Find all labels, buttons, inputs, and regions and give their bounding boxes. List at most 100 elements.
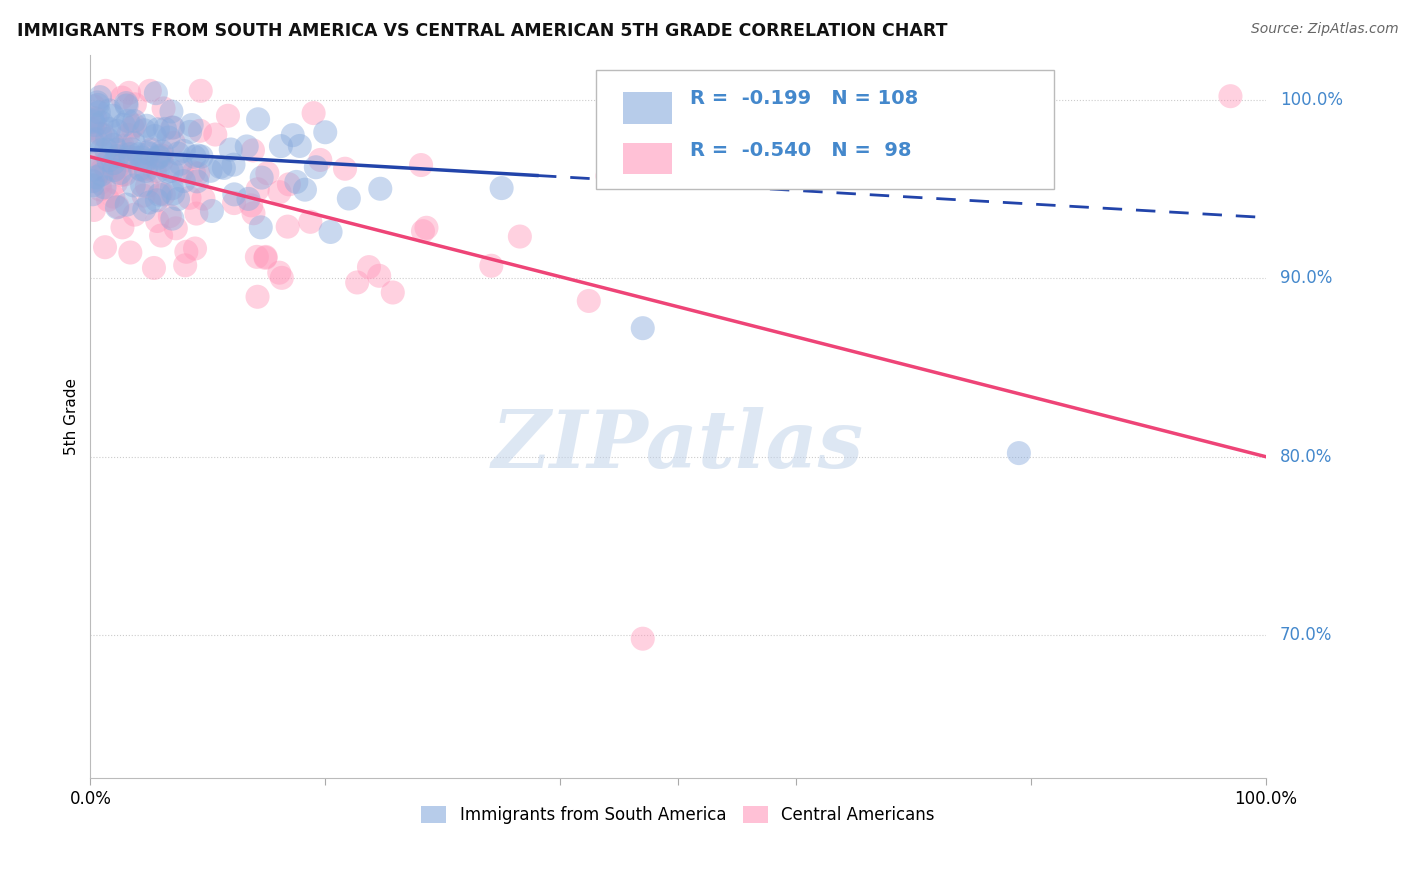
Point [117, 113, 139, 128]
Point [201, 204, 224, 219]
Point [145, 86, 167, 100]
Point [309, 153, 332, 167]
Point [288, 139, 311, 153]
Point [122, 136, 145, 150]
Point [111, 138, 134, 153]
Point [101, 109, 124, 123]
Point [270, 270, 292, 285]
Point [249, 220, 271, 235]
Point [163, 136, 186, 150]
Point [136, 179, 159, 194]
Point [135, 164, 157, 178]
Point [107, 149, 129, 163]
Text: 80.0%: 80.0% [1279, 448, 1333, 466]
Point [631, 632, 654, 646]
Point [91, 156, 114, 170]
Point [143, 260, 166, 275]
Point [150, 148, 173, 162]
Point [149, 186, 172, 201]
Point [314, 125, 336, 139]
Point [129, 161, 152, 176]
Text: R =  -0.199   N = 108: R = -0.199 N = 108 [690, 89, 918, 108]
Point [114, 153, 136, 167]
Point [114, 168, 136, 182]
Point [90, 163, 112, 178]
Point [122, 178, 145, 193]
Point [120, 147, 142, 161]
Point [83, 153, 105, 167]
Point [94, 143, 117, 157]
Point [124, 97, 146, 112]
Point [98, 122, 121, 136]
Point [285, 175, 308, 189]
Point [82, 135, 104, 149]
Point [146, 151, 169, 165]
Point [319, 225, 342, 239]
Point [183, 150, 205, 164]
Point [246, 250, 269, 264]
Point [269, 185, 291, 199]
Point [479, 259, 502, 273]
Point [105, 200, 128, 214]
Point [134, 202, 156, 217]
Point [141, 143, 163, 157]
Point [150, 145, 173, 159]
Point [148, 149, 170, 163]
Point [246, 290, 269, 304]
Point [115, 197, 138, 211]
Point [120, 245, 142, 260]
Point [82, 115, 104, 129]
Point [186, 174, 208, 188]
Point [84, 170, 107, 185]
Point [121, 120, 143, 135]
Point [186, 206, 208, 220]
Point [246, 182, 269, 196]
Point [103, 156, 125, 170]
Point [217, 109, 239, 123]
Point [138, 195, 160, 210]
Point [128, 147, 150, 161]
Point [150, 228, 173, 243]
Point [187, 167, 209, 181]
Point [160, 104, 183, 119]
Point [188, 124, 211, 138]
Point [89, 176, 111, 190]
Point [174, 258, 197, 272]
Text: IMMIGRANTS FROM SOUTH AMERICA VS CENTRAL AMERICAN 5TH GRADE CORRELATION CHART: IMMIGRANTS FROM SOUTH AMERICA VS CENTRAL… [17, 22, 948, 40]
Point [152, 102, 174, 116]
Point [162, 186, 184, 201]
Legend: Immigrants from South America, Central Americans: Immigrants from South America, Central A… [415, 799, 942, 831]
Point [162, 211, 184, 226]
Point [124, 119, 146, 133]
Point [224, 187, 246, 202]
Point [90, 116, 112, 130]
Point [83, 202, 105, 217]
FancyBboxPatch shape [623, 143, 672, 175]
Point [103, 137, 125, 152]
Y-axis label: 5th Grade: 5th Grade [65, 378, 79, 455]
Point [162, 120, 184, 135]
Point [160, 181, 183, 195]
Text: 90.0%: 90.0% [1279, 269, 1333, 287]
Point [124, 114, 146, 128]
Point [117, 128, 139, 142]
Point [103, 189, 125, 203]
Point [173, 144, 195, 158]
Point [281, 128, 304, 143]
Point [136, 145, 159, 160]
Point [146, 194, 169, 208]
Point [184, 242, 207, 256]
Point [299, 215, 322, 229]
Point [97, 193, 120, 207]
Point [162, 120, 184, 135]
Point [187, 148, 209, 162]
Point [131, 178, 153, 193]
Point [409, 158, 432, 172]
Point [222, 196, 245, 211]
Point [415, 220, 437, 235]
Point [135, 153, 157, 168]
Point [152, 187, 174, 202]
Point [139, 84, 162, 98]
Text: Source: ZipAtlas.com: Source: ZipAtlas.com [1251, 22, 1399, 37]
Point [97, 153, 120, 168]
